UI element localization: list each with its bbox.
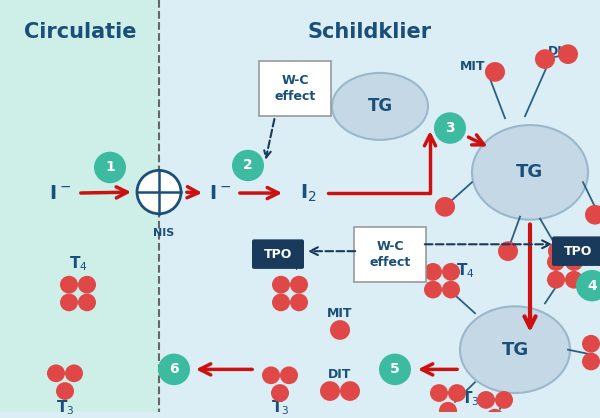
Circle shape [485,62,505,82]
Circle shape [430,384,448,402]
Text: I$^-$: I$^-$ [49,184,71,203]
Circle shape [158,354,190,385]
Circle shape [495,391,513,409]
Circle shape [47,364,65,382]
Circle shape [547,253,565,271]
Circle shape [576,270,600,301]
Circle shape [78,293,96,311]
Circle shape [442,263,460,281]
FancyBboxPatch shape [354,227,426,282]
Ellipse shape [472,125,588,219]
Text: I$^-$: I$^-$ [209,184,231,203]
Text: T$_3$: T$_3$ [271,398,289,417]
Circle shape [565,271,583,288]
Text: T$_3$: T$_3$ [56,398,74,417]
Bar [0,0,159,412]
Circle shape [330,320,350,340]
Circle shape [137,171,181,214]
Circle shape [60,276,78,293]
FancyBboxPatch shape [552,237,600,266]
Text: T$_4$: T$_4$ [455,262,475,280]
Text: effect: effect [370,255,410,268]
Text: 5: 5 [390,362,400,376]
Text: 2: 2 [243,158,253,173]
Circle shape [280,367,298,384]
Ellipse shape [332,73,428,140]
Circle shape [442,281,460,298]
Circle shape [94,152,126,183]
Circle shape [439,402,457,418]
Text: Schildklier: Schildklier [308,22,432,42]
Text: I$_2$: I$_2$ [299,182,316,204]
Circle shape [65,364,83,382]
Circle shape [290,293,308,311]
Circle shape [582,353,600,370]
Circle shape [434,112,466,144]
Text: TG: TG [502,341,529,359]
Ellipse shape [460,306,570,393]
Text: TPO: TPO [564,245,592,257]
Circle shape [424,281,442,298]
Text: MIT: MIT [460,61,486,74]
Text: DIT: DIT [328,368,352,381]
Text: Circulatie: Circulatie [24,22,136,42]
Circle shape [271,384,289,402]
Text: DIT: DIT [548,45,572,58]
Text: MIT: MIT [327,307,353,320]
Text: 1: 1 [105,161,115,174]
Circle shape [582,335,600,353]
Bar [159,0,600,412]
Text: T$_3$: T$_3$ [461,390,479,408]
Circle shape [558,44,578,64]
Text: TG: TG [367,97,392,115]
Circle shape [56,382,74,400]
Circle shape [448,384,466,402]
FancyBboxPatch shape [259,61,331,116]
Circle shape [486,409,504,418]
Circle shape [498,241,518,261]
Circle shape [547,271,565,288]
Text: W-C: W-C [281,74,309,87]
Text: 4: 4 [587,279,597,293]
Circle shape [272,293,290,311]
Text: NIS: NIS [154,227,175,237]
Circle shape [435,197,455,217]
Circle shape [535,49,555,69]
FancyBboxPatch shape [252,240,304,269]
Circle shape [565,253,583,271]
Text: TG: TG [517,163,544,181]
Text: T$_4$: T$_4$ [68,255,88,273]
Circle shape [548,241,568,261]
Text: 3: 3 [445,121,455,135]
Circle shape [262,367,280,384]
Circle shape [60,293,78,311]
Text: 6: 6 [169,362,179,376]
Text: T$_4$: T$_4$ [281,255,299,273]
Circle shape [78,276,96,293]
Circle shape [477,391,495,409]
Text: TPO: TPO [264,247,292,261]
Circle shape [585,205,600,224]
Circle shape [272,276,290,293]
Circle shape [320,381,340,401]
Circle shape [232,150,264,181]
Circle shape [340,381,360,401]
Circle shape [290,276,308,293]
Text: effect: effect [274,90,316,103]
Text: W-C: W-C [376,240,404,253]
Circle shape [379,354,411,385]
Circle shape [424,263,442,281]
